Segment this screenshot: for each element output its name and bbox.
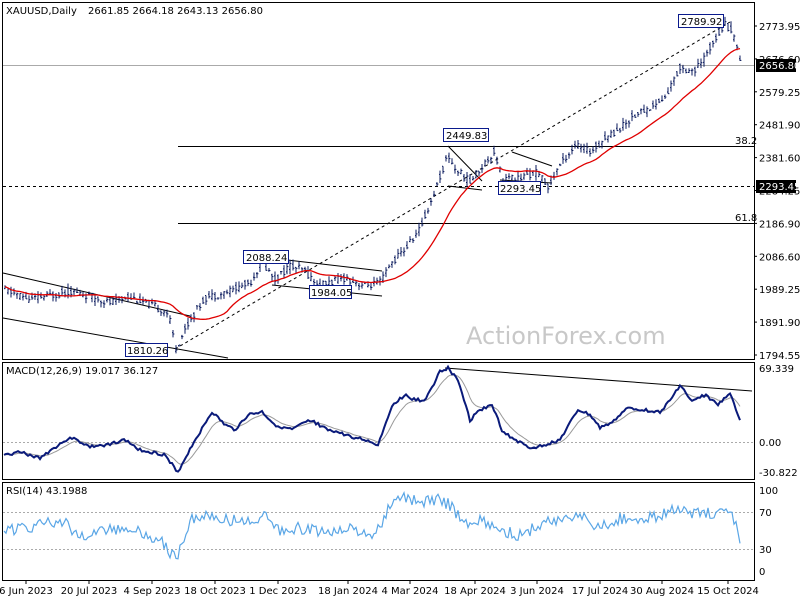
macd-label: MACD(12,26,9) 19.017 36.127 bbox=[6, 366, 158, 377]
price-label-2789: 2789.92 bbox=[678, 14, 724, 28]
x-tick-label: 15 Oct 2024 bbox=[697, 586, 759, 597]
price-tick: 1794.55 bbox=[759, 351, 800, 362]
rsi-tick-70: 70 bbox=[759, 508, 772, 519]
price-tick: 2579.25 bbox=[759, 88, 800, 99]
rsi-panel bbox=[2, 482, 755, 581]
candles-group bbox=[4, 16, 742, 354]
x-tick-label: 6 Jun 2023 bbox=[0, 586, 53, 597]
level-price-tag-text: 2293.45 bbox=[759, 182, 800, 193]
macd-trendline bbox=[444, 367, 753, 392]
rsi-y-axis: 100 70 30 0 bbox=[759, 486, 778, 578]
x-tick-label: 3 Jun 2024 bbox=[510, 586, 564, 597]
fib-38-label: 38.2 bbox=[735, 136, 757, 147]
x-tick-label: 18 Jan 2024 bbox=[318, 586, 378, 597]
label-2088-text: 2088.24 bbox=[246, 253, 287, 264]
x-tick-label: 1 Dec 2023 bbox=[249, 586, 307, 597]
rsi-tick-100: 100 bbox=[759, 486, 778, 497]
macd-signal-line bbox=[3, 374, 741, 465]
tri2-upper-line bbox=[511, 151, 553, 167]
x-tick-label: 17 Jul 2024 bbox=[572, 586, 629, 597]
macd-line bbox=[3, 364, 741, 473]
price-tick: 1989.25 bbox=[759, 285, 800, 296]
rsi-line bbox=[3, 490, 741, 560]
price-label-2293: 2293.45 bbox=[498, 181, 541, 195]
level-price-tag: 2293.45 bbox=[756, 180, 800, 193]
dashed-trendline bbox=[174, 21, 731, 350]
price-tick: 2186.90 bbox=[759, 219, 800, 230]
x-tick-label: 18 Oct 2023 bbox=[184, 586, 246, 597]
rsi-tick-30: 30 bbox=[759, 545, 772, 556]
price-tick: 2086.60 bbox=[759, 252, 800, 263]
macd-tick-bottom: -30.822 bbox=[759, 468, 798, 479]
price-label-2088: 2088.24 bbox=[243, 250, 289, 264]
x-tick-label: 4 Sep 2023 bbox=[123, 586, 180, 597]
price-tick: 1891.90 bbox=[759, 318, 800, 329]
x-axis: 6 Jun 2023 20 Jul 2023 4 Sep 2023 18 Oct 20… bbox=[0, 580, 759, 597]
label-1810-text: 1810.26 bbox=[127, 346, 168, 357]
channel-lower-line bbox=[2, 317, 229, 359]
fib-61-label: 61.8 bbox=[735, 213, 757, 224]
symbol-label: XAUUSD,Daily bbox=[6, 6, 77, 17]
macd-tick-zero: 0.00 bbox=[759, 438, 781, 449]
label-2789-text: 2789.92 bbox=[681, 17, 722, 28]
price-panel bbox=[2, 2, 755, 360]
watermark: ActionForex.com bbox=[466, 322, 666, 350]
ohlc-label: 2661.85 2664.18 2643.13 2656.80 bbox=[88, 6, 263, 17]
last-price-tag-text: 2656.80 bbox=[759, 61, 800, 72]
label-1984-text: 1984.05 bbox=[311, 288, 352, 299]
x-tick-label: 4 Mar 2024 bbox=[381, 586, 438, 597]
rsi-tick-0: 0 bbox=[759, 567, 765, 578]
price-label-1810: 1810.26 bbox=[125, 343, 168, 357]
macd-y-axis: 69.339 0.00 -30.822 bbox=[759, 364, 798, 479]
macd-tick-top: 69.339 bbox=[759, 364, 794, 375]
label-2293-text: 2293.45 bbox=[500, 184, 541, 195]
label-2449-text: 2449.83 bbox=[446, 131, 487, 142]
tri1-lower-line bbox=[447, 185, 483, 191]
x-tick-label: 30 Aug 2024 bbox=[630, 586, 694, 597]
macd-panel bbox=[2, 362, 755, 480]
moving-average-line bbox=[4, 47, 741, 320]
price-label-1984: 1984.05 bbox=[309, 285, 352, 299]
rsi-label: RSI(14) 43.1988 bbox=[6, 486, 87, 497]
x-tick-label: 18 Apr 2024 bbox=[444, 586, 506, 597]
price-tick: 2481.90 bbox=[759, 121, 800, 132]
price-tick: 2381.60 bbox=[759, 154, 800, 165]
price-label-2449: 2449.83 bbox=[443, 128, 489, 142]
last-price-tag: 2656.80 bbox=[756, 59, 800, 72]
x-tick-label: 20 Jul 2023 bbox=[61, 586, 118, 597]
price-tick: 2773.95 bbox=[759, 22, 800, 33]
